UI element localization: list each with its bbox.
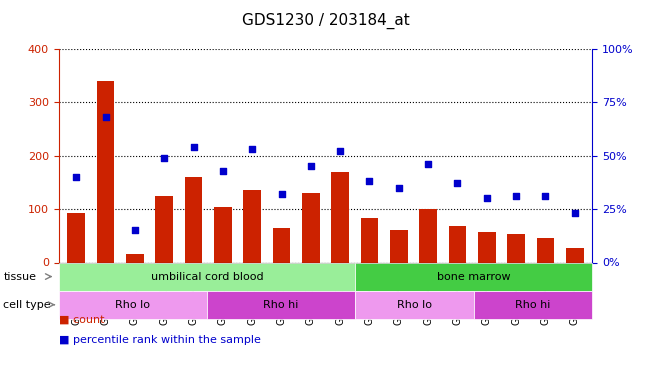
Point <box>423 161 434 167</box>
Bar <box>507 234 525 262</box>
Point <box>452 180 463 186</box>
Text: GDS1230 / 203184_at: GDS1230 / 203184_at <box>242 13 409 29</box>
Bar <box>185 177 202 262</box>
Point <box>540 193 551 199</box>
Point <box>188 144 199 150</box>
Bar <box>331 172 349 262</box>
Point <box>365 178 375 184</box>
Point <box>71 174 81 180</box>
Bar <box>97 81 115 262</box>
Text: Rho hi: Rho hi <box>263 300 299 310</box>
Point <box>335 148 346 154</box>
Bar <box>449 226 466 262</box>
Bar <box>419 209 437 262</box>
Point <box>159 155 169 161</box>
Bar <box>273 228 290 262</box>
Bar <box>390 230 408 262</box>
Text: tissue: tissue <box>3 272 36 282</box>
Text: Rho lo: Rho lo <box>115 300 150 310</box>
Point <box>276 191 286 197</box>
Point <box>482 195 492 201</box>
Point <box>570 210 580 216</box>
Bar <box>302 193 320 262</box>
Point <box>247 146 257 152</box>
Text: cell type: cell type <box>3 300 51 310</box>
Text: ■ percentile rank within the sample: ■ percentile rank within the sample <box>59 335 260 345</box>
Point <box>217 168 228 174</box>
Point <box>100 114 111 120</box>
Text: Rho hi: Rho hi <box>516 300 551 310</box>
Bar <box>361 218 378 262</box>
Bar <box>478 232 495 262</box>
Bar <box>566 248 583 262</box>
Text: Rho lo: Rho lo <box>397 300 432 310</box>
Bar <box>243 190 261 262</box>
Point <box>394 185 404 190</box>
Bar <box>214 207 232 262</box>
Bar <box>536 238 554 262</box>
Point <box>130 227 140 233</box>
Point <box>511 193 521 199</box>
Bar <box>156 196 173 262</box>
Bar <box>68 213 85 262</box>
Text: ■ count: ■ count <box>59 314 104 324</box>
Text: bone marrow: bone marrow <box>437 272 510 282</box>
Point <box>305 163 316 169</box>
Text: umbilical cord blood: umbilical cord blood <box>150 272 263 282</box>
Bar <box>126 255 144 262</box>
